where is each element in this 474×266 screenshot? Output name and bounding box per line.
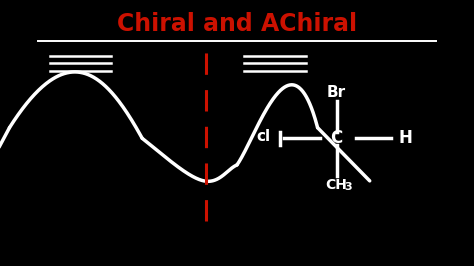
Text: CH: CH xyxy=(326,178,347,192)
Text: cl: cl xyxy=(256,130,270,144)
Text: H: H xyxy=(398,129,412,147)
Text: 3: 3 xyxy=(345,182,352,192)
Text: C: C xyxy=(330,129,343,147)
Text: Br: Br xyxy=(327,85,346,100)
Text: Chiral and AChiral: Chiral and AChiral xyxy=(117,12,357,36)
